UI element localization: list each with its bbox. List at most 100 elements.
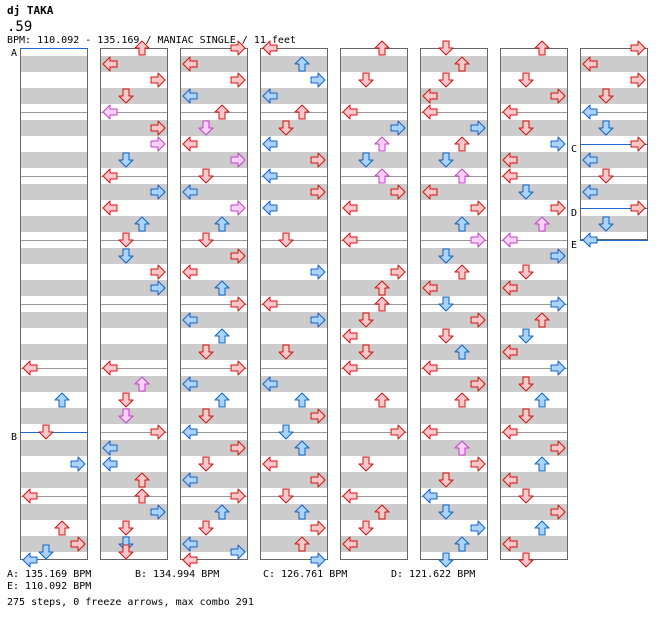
bpm-legend-row2: E: 110.092 BPM <box>7 581 135 592</box>
step-arrow-down <box>438 552 454 568</box>
chart-column <box>340 48 408 560</box>
beat-stripe <box>340 280 408 296</box>
beat-stripe <box>500 88 568 104</box>
step-arrow-down <box>118 88 134 104</box>
beat-stripe <box>580 56 648 72</box>
step-arrow-left <box>422 424 438 440</box>
step-arrow-right <box>630 200 646 216</box>
step-arrow-left <box>422 280 438 296</box>
beat-stripe <box>100 376 168 392</box>
beat-stripe <box>340 344 408 360</box>
beat-stripe <box>100 440 168 456</box>
step-arrow-up <box>294 56 310 72</box>
step-arrow-right <box>230 152 246 168</box>
step-arrow-up <box>54 520 70 536</box>
beat-stripe <box>100 536 168 552</box>
step-arrow-right <box>230 248 246 264</box>
step-arrow-up <box>294 440 310 456</box>
column-border <box>100 48 168 560</box>
beat-stripe <box>420 504 488 520</box>
step-arrow-up <box>454 168 470 184</box>
beat-stripe <box>580 216 648 232</box>
step-arrow-up <box>134 376 150 392</box>
beat-stripe <box>420 88 488 104</box>
beat-stripe <box>500 504 568 520</box>
step-arrow-right <box>470 456 486 472</box>
beat-stripe <box>420 152 488 168</box>
step-arrow-left <box>502 536 518 552</box>
step-arrow-left <box>182 312 198 328</box>
beat-stripe <box>180 216 248 232</box>
beat-stripe <box>580 184 648 200</box>
step-arrow-right <box>630 40 646 56</box>
beat-stripe <box>500 248 568 264</box>
step-arrow-left <box>502 344 518 360</box>
beat-stripe <box>420 376 488 392</box>
step-arrow-right <box>150 120 166 136</box>
beat-stripe <box>100 312 168 328</box>
step-arrow-left <box>422 184 438 200</box>
step-arrow-right <box>550 200 566 216</box>
column-border <box>500 48 568 560</box>
beat-stripe <box>340 216 408 232</box>
step-arrow-left <box>22 360 38 376</box>
beat-stripe <box>260 88 328 104</box>
step-arrow-left <box>262 40 278 56</box>
step-arrow-right <box>230 488 246 504</box>
beat-stripe <box>340 88 408 104</box>
beat-stripe <box>20 440 88 456</box>
step-arrow-down <box>38 544 54 560</box>
step-arrow-left <box>582 184 598 200</box>
beat-stripe <box>20 408 88 424</box>
beat-stripe <box>100 344 168 360</box>
step-arrow-down <box>438 152 454 168</box>
step-arrow-left <box>102 456 118 472</box>
step-arrow-down <box>198 408 214 424</box>
bpm-marker-label: A <box>11 48 17 59</box>
beat-stripe <box>500 408 568 424</box>
step-arrow-right <box>310 552 326 568</box>
bpm-legend-a: A: 135.169 BPM <box>7 569 92 580</box>
step-arrow-right <box>150 136 166 152</box>
step-arrow-up <box>534 520 550 536</box>
beat-stripe <box>100 152 168 168</box>
step-arrow-left <box>502 232 518 248</box>
step-arrow-up <box>454 216 470 232</box>
beat-stripe <box>260 280 328 296</box>
step-arrow-up <box>454 392 470 408</box>
step-arrow-left <box>182 472 198 488</box>
column-border <box>340 48 408 560</box>
step-arrow-right <box>230 296 246 312</box>
beat-stripe <box>180 312 248 328</box>
step-arrow-left <box>182 56 198 72</box>
step-arrow-down <box>518 408 534 424</box>
step-arrow-up <box>214 216 230 232</box>
chart-column <box>20 48 88 560</box>
beat-stripe <box>340 120 408 136</box>
beat-stripe <box>20 152 88 168</box>
beat-stripe <box>500 216 568 232</box>
step-arrow-down <box>518 328 534 344</box>
beat-stripe <box>500 152 568 168</box>
step-arrow-down <box>518 376 534 392</box>
bpm-marker-label: D <box>571 208 577 219</box>
beat-stripe <box>260 376 328 392</box>
step-arrow-left <box>502 280 518 296</box>
beat-stripe <box>180 56 248 72</box>
beat-stripe <box>260 472 328 488</box>
step-arrow-down <box>278 488 294 504</box>
beat-stripe <box>260 440 328 456</box>
step-arrow-right <box>470 200 486 216</box>
step-arrow-up <box>374 168 390 184</box>
beat-stripe <box>20 56 88 72</box>
step-arrow-left <box>342 360 358 376</box>
step-arrow-left <box>582 104 598 120</box>
step-arrow-left <box>582 152 598 168</box>
step-arrow-down <box>278 120 294 136</box>
step-arrow-right <box>390 264 406 280</box>
step-arrow-up <box>214 328 230 344</box>
step-arrow-left <box>102 168 118 184</box>
step-arrow-left <box>262 88 278 104</box>
beat-stripe <box>340 408 408 424</box>
step-arrow-left <box>182 376 198 392</box>
